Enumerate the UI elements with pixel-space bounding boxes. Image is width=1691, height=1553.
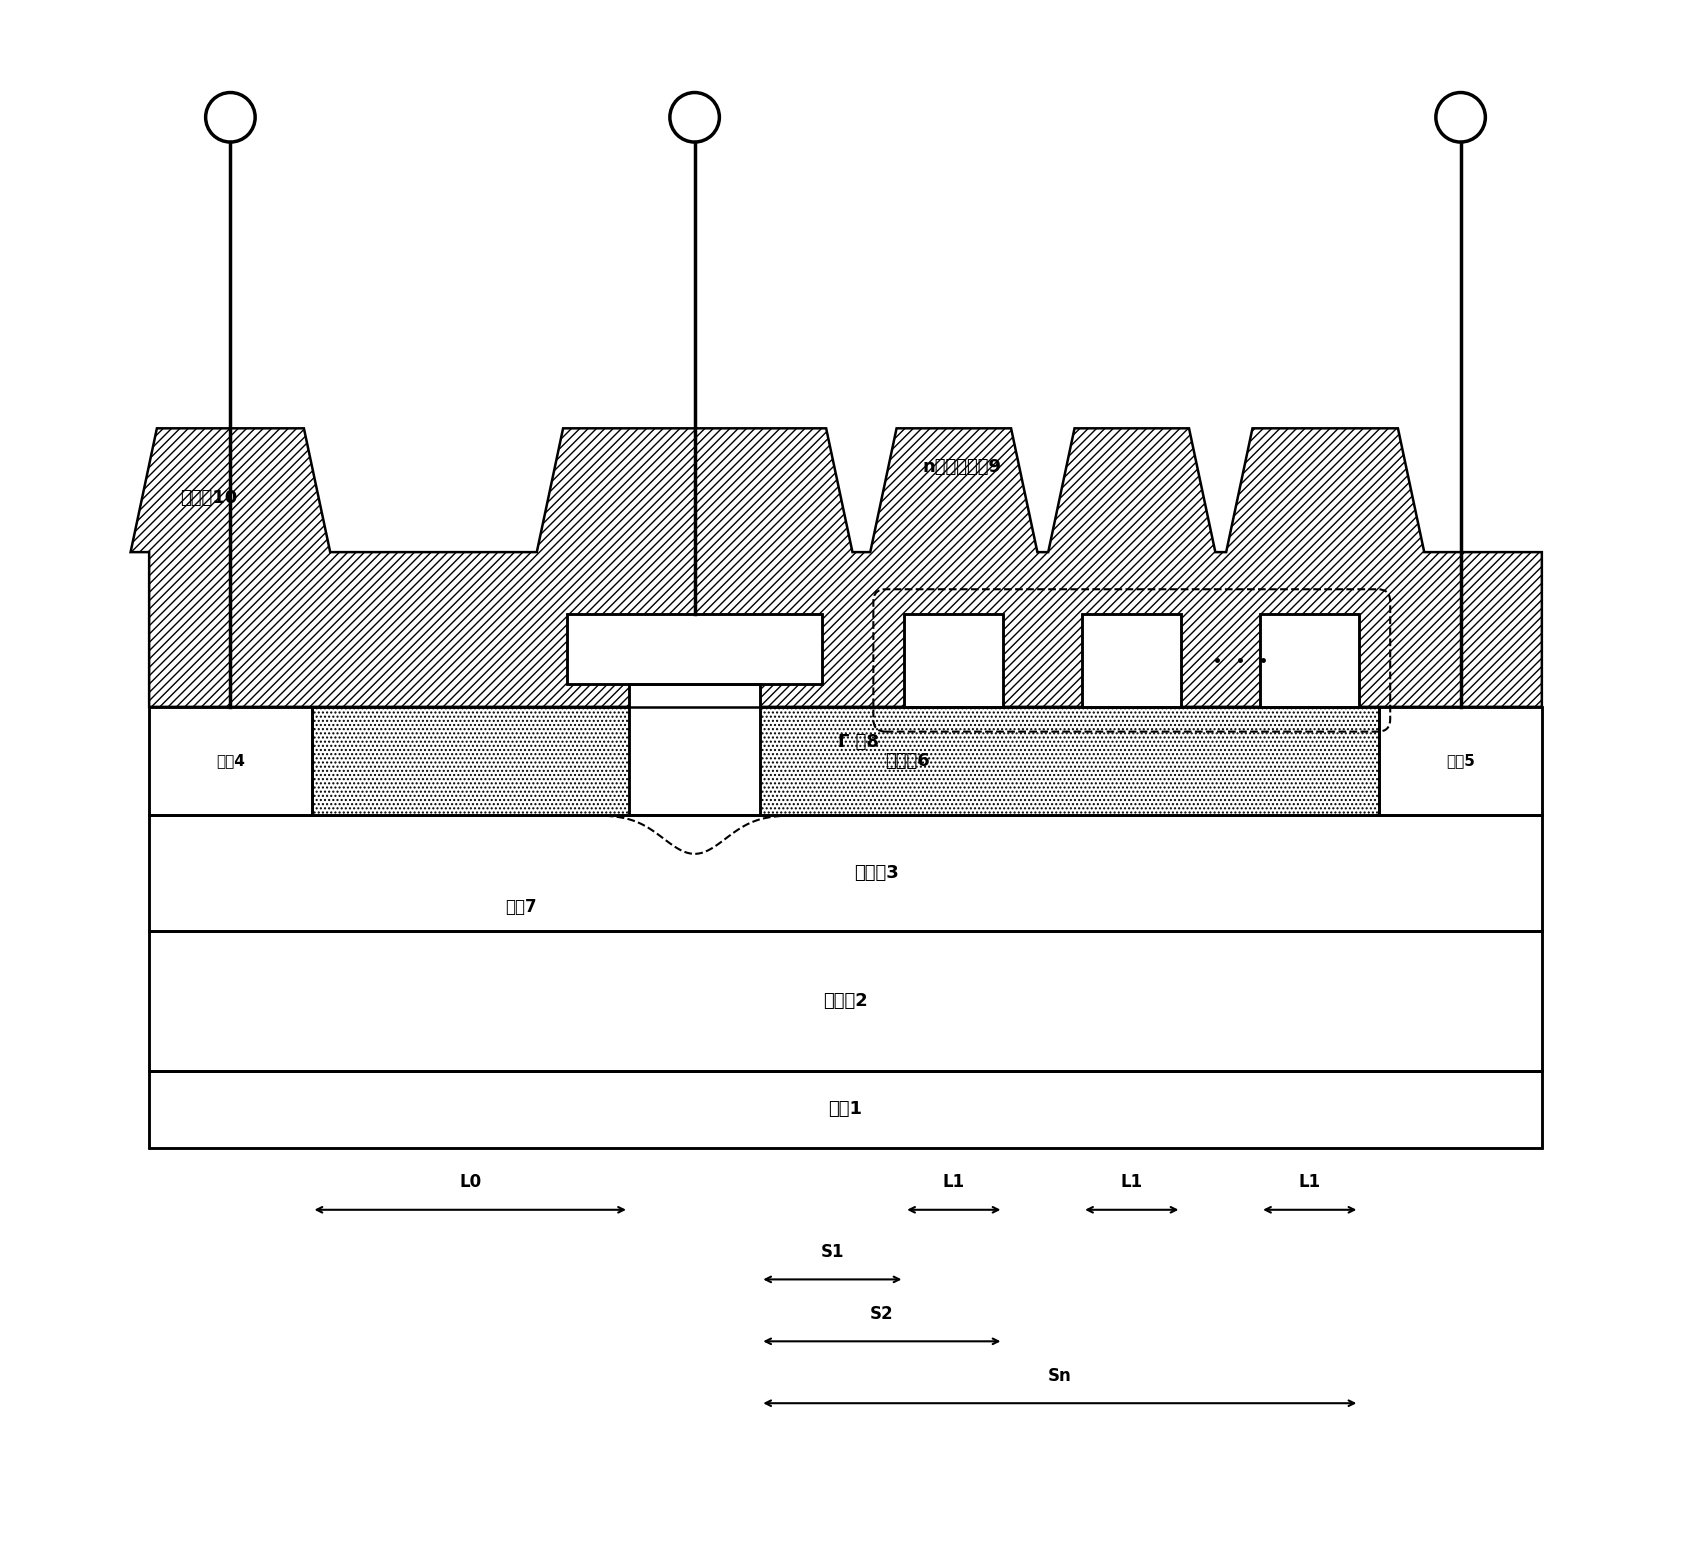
Text: 势垒层3: 势垒层3 (854, 863, 900, 882)
Bar (149, 707, 311, 815)
Bar (1082, 613, 1182, 707)
Bar (905, 613, 1003, 707)
Text: 钝化层6: 钝化层6 (884, 752, 930, 770)
Bar (1260, 613, 1360, 707)
Text: L1: L1 (944, 1173, 966, 1191)
Bar (1260, 613, 1360, 707)
Text: S1: S1 (820, 1242, 844, 1261)
Bar (566, 613, 822, 683)
Text: 过渡层2: 过渡层2 (824, 992, 867, 1009)
Bar (629, 683, 761, 815)
Bar (1260, 613, 1360, 707)
Text: L1: L1 (1299, 1173, 1321, 1191)
Text: L1: L1 (1121, 1173, 1143, 1191)
Bar (149, 932, 1542, 1070)
Bar (149, 1070, 1542, 1148)
Text: 保护层10: 保护层10 (181, 489, 237, 506)
Text: Sn: Sn (1048, 1367, 1072, 1385)
Bar (1082, 613, 1182, 707)
Bar (1380, 707, 1542, 815)
Text: L0: L0 (460, 1173, 482, 1191)
Bar (566, 613, 822, 683)
Text: 凹槽7: 凹槽7 (506, 898, 536, 916)
Bar (1082, 613, 1182, 707)
Text: 源极4: 源极4 (216, 753, 245, 769)
Bar (1380, 707, 1542, 815)
Bar (149, 932, 1542, 1070)
Bar (311, 707, 1380, 815)
Bar (149, 815, 1542, 932)
Bar (149, 815, 1542, 932)
Bar (905, 613, 1003, 707)
Bar (149, 1070, 1542, 1148)
Text: n个浮空场板9: n个浮空场板9 (923, 458, 1001, 477)
Text: 漏极5: 漏极5 (1446, 753, 1475, 769)
Text: 衬底1: 衬底1 (829, 1100, 862, 1118)
Text: S2: S2 (871, 1305, 893, 1323)
Bar (629, 683, 761, 815)
Bar (905, 613, 1003, 707)
Bar (149, 707, 311, 815)
Bar (311, 707, 1380, 815)
Text: Γ 栅8: Γ 栅8 (837, 733, 879, 750)
Bar (566, 613, 822, 683)
Polygon shape (130, 429, 1542, 707)
